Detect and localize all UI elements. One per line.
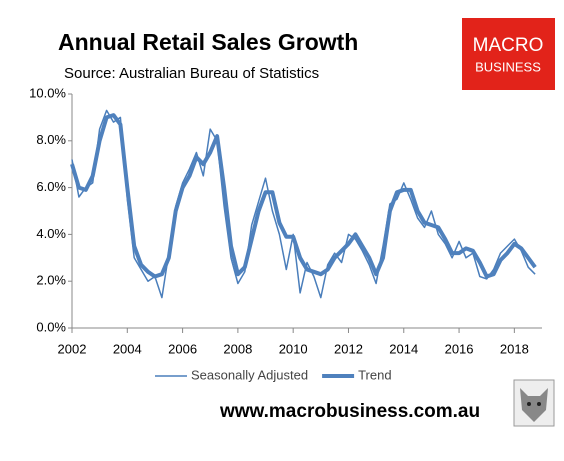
series-line — [70, 113, 537, 279]
logo-box — [462, 18, 555, 90]
legend-label: Trend — [358, 367, 391, 382]
legend-label: Seasonally Adjusted — [191, 367, 308, 382]
x-tick-label: 2016 — [445, 341, 474, 356]
logo-text: BUSINESS — [475, 59, 541, 74]
series-line — [71, 109, 536, 299]
y-tick-label: 2.0% — [36, 273, 66, 288]
wolf-icon — [513, 379, 555, 427]
x-tick-label: 2002 — [58, 341, 87, 356]
y-tick-label: 6.0% — [36, 179, 66, 194]
x-tick-label: 2014 — [389, 341, 418, 356]
y-tick-label: 0.0% — [36, 319, 66, 334]
x-tick-label: 2006 — [168, 341, 197, 356]
website: www.macrobusiness.com.au — [219, 401, 480, 422]
x-tick-label: 2018 — [500, 341, 529, 356]
x-tick-label: 2008 — [223, 341, 252, 356]
x-tick-label: 2004 — [113, 341, 142, 356]
y-tick-label: 4.0% — [36, 226, 66, 241]
logo-text: MACRO — [473, 35, 544, 56]
chart-title: Annual Retail Sales Growth — [58, 29, 358, 55]
x-tick-label: 2010 — [279, 341, 308, 356]
chart-subtitle: Source: Australian Bureau of Statistics — [64, 65, 319, 82]
y-tick-label: 8.0% — [36, 132, 66, 147]
y-tick-label: 10.0% — [29, 85, 66, 100]
x-tick-label: 2012 — [334, 341, 363, 356]
